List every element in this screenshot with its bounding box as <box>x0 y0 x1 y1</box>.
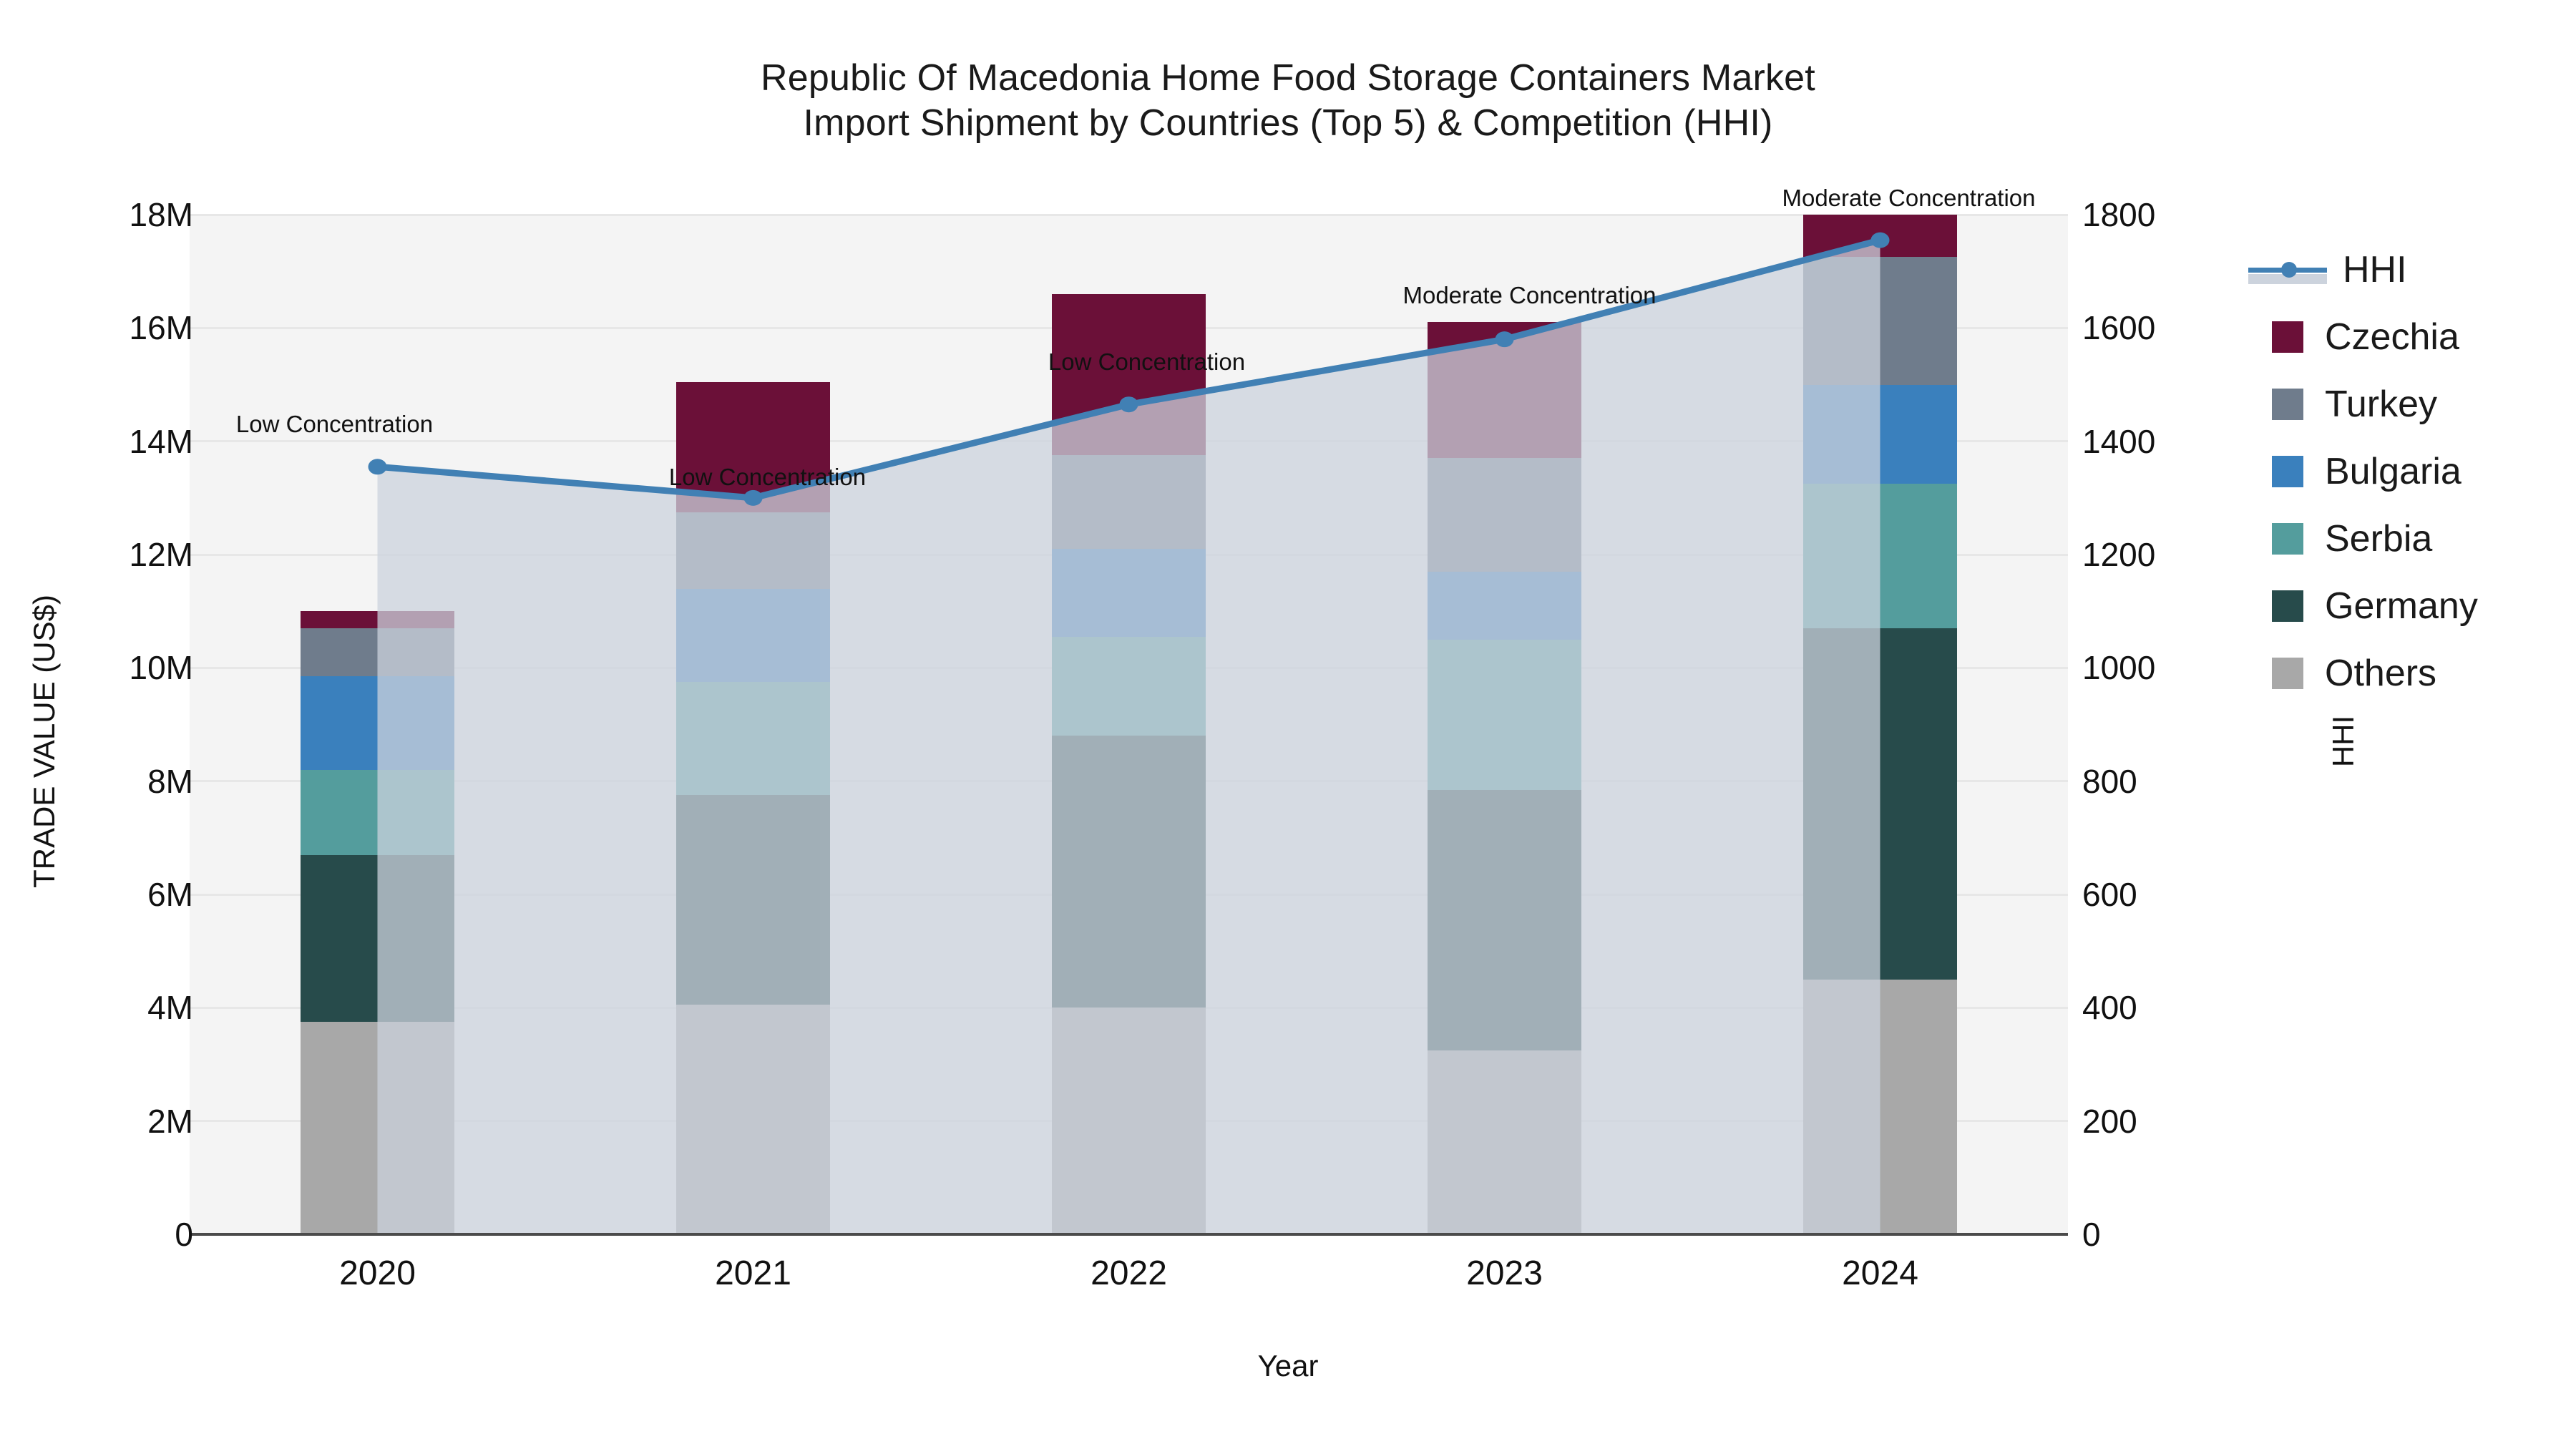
legend-swatch-icon <box>2272 456 2303 487</box>
y-tick-right: 600 <box>2082 876 2137 913</box>
legend-area-band <box>2248 274 2327 284</box>
y-tick-left: 16M <box>129 309 193 347</box>
legend-item-serbia[interactable]: Serbia <box>2272 505 2478 572</box>
legend-label: Bulgaria <box>2325 451 2462 492</box>
legend-line-marker-icon <box>2248 254 2327 286</box>
y-tick-left: 0 <box>175 1216 193 1253</box>
x-tick-2023: 2023 <box>1466 1254 1543 1292</box>
concentration-annotation-2022: Low Concentration <box>1048 348 1246 376</box>
legend-label: Serbia <box>2325 518 2433 560</box>
x-axis-title: Year <box>1257 1349 1319 1382</box>
hhi-point-2024[interactable] <box>1870 232 1890 248</box>
concentration-annotation-2020: Low Concentration <box>235 411 434 438</box>
legend-swatch-icon <box>2272 658 2303 689</box>
y-tick-right: 1200 <box>2082 536 2156 573</box>
hhi-overlay <box>368 232 1890 1234</box>
y-tick-right: 1800 <box>2082 196 2156 233</box>
legend-item-bulgaria[interactable]: Bulgaria <box>2272 438 2478 505</box>
x-tick-2021: 2021 <box>715 1254 791 1292</box>
y-tick-right: 400 <box>2082 989 2137 1027</box>
chart-title-line-1: Republic Of Macedonia Home Food Storage … <box>761 57 1815 99</box>
x-axis-line <box>190 1233 2068 1236</box>
y-tick-right: 1000 <box>2082 649 2156 687</box>
hhi-point-2023[interactable] <box>1495 331 1514 348</box>
concentration-annotation-2021: Low Concentration <box>668 463 867 490</box>
legend-item-czechia[interactable]: Czechia <box>2272 303 2478 371</box>
legend-swatch-icon <box>2272 321 2303 353</box>
y-axis-left-title: TRADE VALUE (US$) <box>27 595 61 888</box>
x-tick-2022: 2022 <box>1091 1254 1167 1292</box>
legend: HHI Czechia Turkey Bulgaria Serbia Germany Oth… <box>2248 236 2478 707</box>
y-tick-right: 1400 <box>2082 422 2156 460</box>
legend-swatch-icon <box>2272 590 2303 622</box>
y-tick-left: 2M <box>147 1102 193 1140</box>
legend-label: Czechia <box>2325 316 2459 358</box>
y-tick-left: 6M <box>147 876 193 913</box>
concentration-annotation-2023: Moderate Concentration <box>1402 282 1657 309</box>
legend-label: Germany <box>2325 585 2478 627</box>
y-tick-left: 14M <box>129 422 193 460</box>
legend-label: Turkey <box>2325 384 2437 425</box>
legend-swatch-icon <box>2272 523 2303 555</box>
x-tick-2024: 2024 <box>1842 1254 1918 1292</box>
legend-item-hhi[interactable]: HHI <box>2248 236 2478 303</box>
gridline <box>190 213 2068 216</box>
y-tick-right: 800 <box>2082 762 2137 800</box>
legend-item-turkey[interactable]: Turkey <box>2272 371 2478 438</box>
legend-item-germany[interactable]: Germany <box>2272 572 2478 640</box>
legend-line-dot-icon <box>2281 262 2297 278</box>
hhi-area-fill <box>377 240 1880 1234</box>
y-tick-left: 10M <box>129 649 193 687</box>
y-tick-left: 12M <box>129 536 193 573</box>
y-tick-left: 8M <box>147 762 193 800</box>
legend-label: HHI <box>2343 249 2407 291</box>
x-tick-2020: 2020 <box>339 1254 416 1292</box>
y-tick-left: 4M <box>147 989 193 1027</box>
hhi-point-2020[interactable] <box>368 459 387 475</box>
concentration-annotation-2024: Moderate Concentration <box>1782 184 2036 211</box>
chart-title-line-2: Import Shipment by Countries (Top 5) & C… <box>803 102 1773 145</box>
y-tick-right: 0 <box>2082 1216 2101 1253</box>
y-tick-left: 18M <box>129 196 193 233</box>
legend-swatch-icon <box>2272 389 2303 420</box>
legend-item-others[interactable]: Others <box>2272 640 2478 707</box>
y-tick-right: 1600 <box>2082 309 2156 347</box>
hhi-point-2021[interactable] <box>743 489 763 506</box>
plot-area <box>190 213 2068 1236</box>
legend-label: Others <box>2325 653 2437 694</box>
chart-title: Republic Of Macedonia Home Food Storage … <box>0 56 2576 147</box>
hhi-point-2022[interactable] <box>1119 396 1138 413</box>
y-tick-right: 200 <box>2082 1102 2137 1140</box>
